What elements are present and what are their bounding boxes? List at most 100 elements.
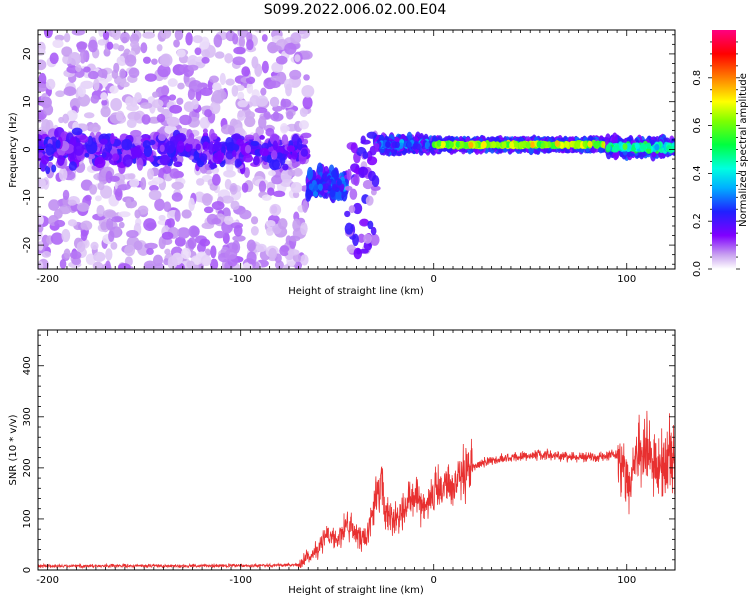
heatmap-cell [90, 94, 100, 104]
heatmap-cell [626, 143, 632, 150]
heatmap-cell [121, 138, 133, 151]
bottom-ylabel: SNR (10 * v/v) [8, 414, 19, 485]
heatmap-cell [220, 91, 227, 100]
heatmap-cell [370, 226, 377, 236]
heatmap-cell [156, 113, 166, 123]
heatmap-cell [344, 185, 353, 191]
heatmap-cell [106, 218, 114, 231]
heatmap-cell [79, 50, 86, 64]
heatmap-cell [176, 140, 185, 153]
heatmap-cell [159, 53, 173, 67]
heatmap-cell [134, 92, 142, 103]
heatmap-cell [300, 254, 309, 266]
heatmap-cell [96, 204, 105, 217]
heatmap-cell [385, 141, 391, 148]
heatmap-cell [236, 160, 243, 167]
heatmap-cell [349, 188, 358, 200]
heatmap-cell [210, 245, 217, 259]
heatmap-cell [276, 71, 287, 85]
heatmap-cell [169, 168, 180, 179]
heatmap-cell [424, 141, 430, 148]
top-ytick-label: 0 [22, 146, 33, 152]
heatmap-cell [536, 140, 542, 148]
heatmap-cell [254, 107, 268, 114]
heatmap-cell [250, 216, 259, 225]
heatmap-cell [48, 199, 60, 211]
heatmap-cell [213, 34, 223, 48]
heatmap-cell [41, 119, 51, 133]
heatmap-cell [280, 125, 290, 132]
heatmap-cell [94, 156, 106, 168]
heatmap-cell [187, 64, 199, 71]
colorbar-label: Normalized spectral amplitude [738, 73, 749, 227]
bottom-ytick-label: 0 [22, 567, 33, 573]
heatmap-cell [181, 247, 192, 260]
heatmap-cell [171, 181, 184, 190]
heatmap-cell [55, 139, 61, 149]
heatmap-cell [267, 187, 275, 196]
bottom-axes: -200 -100 0 100 0 100 200 300 400 [22, 330, 676, 586]
colorbar [712, 30, 736, 269]
heatmap-cell [40, 155, 50, 165]
colorbar-tick-label: 0.0 [692, 261, 703, 277]
heatmap-cell [353, 247, 363, 260]
heatmap-cell [117, 44, 125, 52]
heatmap-cell [66, 109, 78, 122]
heatmap-cell [87, 70, 99, 80]
heatmap-cell [73, 142, 85, 156]
heatmap-cell [640, 142, 646, 150]
heatmap-cell [306, 166, 314, 181]
heatmap-cell [199, 238, 211, 247]
heatmap-cell [105, 210, 117, 218]
heatmap-cell [501, 141, 507, 149]
colorbar-tick-label: 0.6 [692, 118, 703, 134]
bottom-ytick-label: 100 [22, 509, 33, 528]
heatmap-cell [440, 140, 446, 148]
heatmap-cell [166, 116, 180, 127]
heatmap-cell [300, 50, 313, 60]
heatmap-cell [122, 154, 133, 168]
heatmap-cell [221, 195, 234, 204]
top-ylabel: Frequency (Hz) [8, 112, 19, 188]
heatmap-cell [282, 163, 289, 171]
bottom-xlabel: Height of straight line (km) [288, 585, 424, 596]
heatmap-cell [292, 191, 300, 199]
bottom-xtick-label: 0 [431, 575, 437, 586]
heatmap-cell [38, 178, 46, 190]
heatmap-cell [68, 161, 77, 171]
heatmap-cell [223, 215, 234, 225]
heatmap-cell [231, 149, 237, 158]
heatmap-cell [593, 141, 599, 149]
heatmap-cell [540, 142, 546, 149]
heatmap-cell [38, 260, 44, 269]
heatmap-cell [154, 198, 165, 211]
bottom-ytick-label: 400 [22, 356, 33, 375]
heatmap-cell [208, 141, 215, 155]
heatmap-cell [459, 141, 465, 149]
bottom-xtick-label: 100 [617, 575, 636, 586]
heatmap-cell [172, 156, 178, 162]
heatmap-cell [358, 166, 369, 177]
heatmap-cell [67, 219, 78, 227]
heatmap-cell [202, 141, 210, 151]
heatmap-cell [575, 141, 581, 148]
heatmap-cell [336, 178, 342, 186]
heatmap-cell [76, 241, 86, 253]
heatmap-cell [357, 233, 366, 243]
heatmap-cell [187, 237, 197, 249]
heatmap-cell [146, 247, 154, 256]
heatmap-cell [344, 210, 351, 218]
heatmap-cell [246, 39, 254, 51]
heatmap-cell [100, 92, 108, 101]
heatmap-cell [271, 61, 284, 73]
heatmap-cell [290, 181, 303, 194]
heatmap-cell [267, 170, 276, 177]
heatmap-cell [143, 260, 157, 269]
heatmap-cell [246, 251, 257, 265]
heatmap-cell [79, 134, 89, 143]
heatmap-cell [339, 183, 345, 191]
heatmap-cell [646, 147, 652, 154]
heatmap-cell [369, 233, 380, 246]
heatmap-cell [130, 40, 140, 49]
